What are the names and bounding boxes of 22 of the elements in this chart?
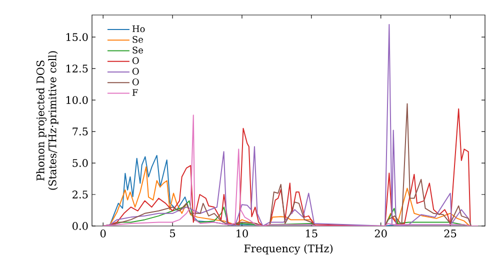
y-tick-label: 0.0 bbox=[72, 222, 88, 230]
x-tick-label: 10 bbox=[236, 230, 248, 238]
y-tick-label: 12.5 bbox=[66, 64, 88, 72]
y-tick-label: 10.0 bbox=[66, 96, 88, 104]
legend-label: O bbox=[132, 78, 139, 86]
x-tick-label: 0 bbox=[100, 230, 106, 238]
y-tick-label: 7.5 bbox=[72, 128, 88, 136]
y-tick-label: 5.0 bbox=[72, 159, 88, 167]
legend-label: O bbox=[132, 68, 139, 75]
legend-label: Se bbox=[132, 36, 143, 43]
legend-label: O bbox=[132, 57, 139, 64]
x-tick-label: 5 bbox=[170, 230, 176, 238]
legend-label: F bbox=[132, 89, 138, 96]
legend-label: Se bbox=[132, 46, 143, 54]
legend-label: Ho bbox=[132, 26, 145, 32]
y-tick-label: 15.0 bbox=[66, 33, 88, 41]
x-axis-title: Frequency (THz) bbox=[244, 244, 333, 255]
x-tick-label: 15 bbox=[306, 230, 318, 238]
x-tick-label: 20 bbox=[374, 230, 387, 238]
y-tick-label: 2.5 bbox=[72, 190, 88, 198]
y-axis-title: Phonon projected DOS (States/THz·primitive cell) bbox=[36, 51, 58, 190]
x-tick-label: 25 bbox=[444, 230, 456, 238]
